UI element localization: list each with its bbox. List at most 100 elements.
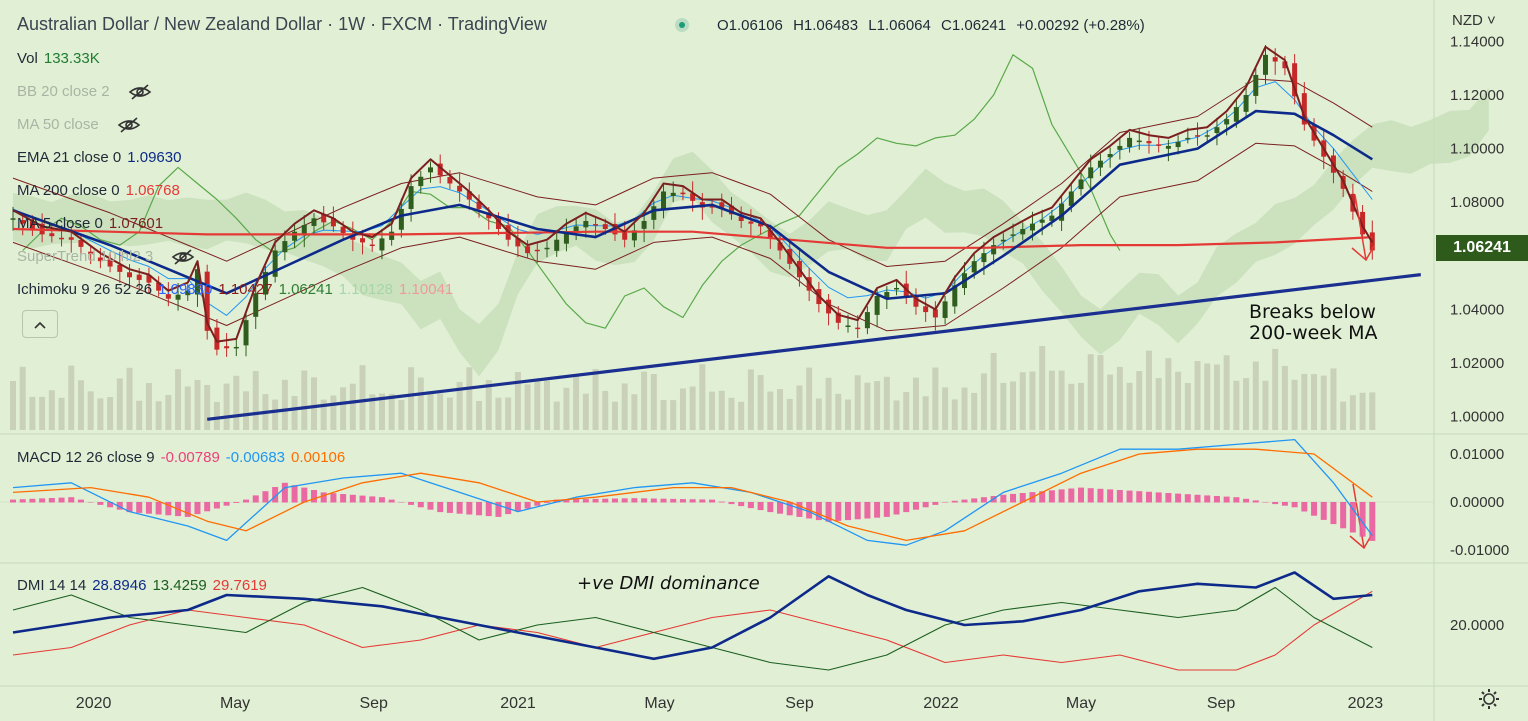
volume-bar xyxy=(786,398,793,430)
macd-histogram-bar xyxy=(320,492,327,503)
legend-macd[interactable]: MACD 12 26 close 9 -0.00789 -0.00683 0.0010… xyxy=(17,449,346,466)
candle-body xyxy=(1049,215,1055,221)
annotation-breaks-below: Breaks below 200-week MA xyxy=(1249,301,1378,344)
legend-bb[interactable]: BB 20 close 2 xyxy=(17,83,152,101)
macd-histogram-bar xyxy=(165,502,172,516)
macd-histogram-bar xyxy=(476,502,483,516)
candle-body xyxy=(389,231,395,240)
macd-histogram-bar xyxy=(68,497,75,503)
macd-histogram-bar xyxy=(524,502,531,509)
volume-bar xyxy=(1213,364,1220,430)
volume-bar xyxy=(10,380,16,430)
gear-icon[interactable] xyxy=(1478,688,1500,710)
volume-bar xyxy=(116,378,123,430)
volume-bar xyxy=(854,375,861,430)
candle-body xyxy=(1282,61,1288,69)
market-status-icon[interactable] xyxy=(675,18,689,32)
macd-histogram-bar xyxy=(301,487,308,503)
candle-body xyxy=(321,213,327,223)
legend-ichimoku[interactable]: Ichimoku 9 26 52 26 1.09830 1.10427 1.06241… xyxy=(17,281,454,298)
volume-bar xyxy=(233,375,240,430)
legend-ma50[interactable]: MA 50 close xyxy=(17,116,141,134)
macd-histogram-bar xyxy=(709,499,716,503)
macd-histogram-bar xyxy=(194,502,201,515)
volume-bar xyxy=(107,396,114,430)
volume-bar xyxy=(767,391,774,430)
volume-bar xyxy=(631,394,638,430)
candle-body xyxy=(156,282,162,291)
volume-bar xyxy=(932,367,939,430)
price-axis-tick: 1.00000 xyxy=(1450,409,1504,426)
macd-histogram-bar xyxy=(1223,496,1230,503)
candle-body xyxy=(1000,239,1006,242)
macd-histogram-bar xyxy=(1204,495,1211,503)
candle-body xyxy=(602,224,608,230)
candle-body xyxy=(117,264,123,272)
candle-body xyxy=(78,240,84,247)
macd-histogram-bar xyxy=(330,493,337,503)
volume-bar xyxy=(466,367,473,430)
candle-body xyxy=(622,232,628,240)
candle-body xyxy=(1165,145,1171,149)
candle-body xyxy=(107,259,113,267)
candle-body xyxy=(1253,74,1259,96)
candle-body xyxy=(913,296,919,307)
candle-body xyxy=(874,296,880,315)
candle-body xyxy=(466,191,472,200)
volume-bar xyxy=(874,381,881,430)
down-arrow-price-head xyxy=(1351,245,1375,262)
macd-histogram-bar xyxy=(1175,493,1182,503)
candle-body xyxy=(20,220,26,224)
legend-vol[interactable]: Vol 133.33K xyxy=(17,50,100,67)
volume-bar xyxy=(592,368,599,430)
volume-bar xyxy=(1116,366,1123,430)
last-price-tag: 1.06241 xyxy=(1436,235,1528,261)
volume-bar xyxy=(670,400,677,430)
candle-body xyxy=(544,247,550,250)
macd-histogram-bar xyxy=(204,502,211,512)
macd-histogram-bar xyxy=(1262,502,1269,503)
collapse-legend-button[interactable] xyxy=(22,310,58,338)
macd-histogram-bar xyxy=(262,491,269,503)
volume-bar xyxy=(252,371,259,430)
macd-histogram-bar xyxy=(786,502,793,516)
candle-body xyxy=(282,241,288,253)
currency-button[interactable]: NZD ˅ xyxy=(1452,12,1496,29)
chevron-up-icon xyxy=(34,322,46,329)
macd-histogram-bar xyxy=(495,502,502,517)
volume-bar xyxy=(563,387,570,430)
legend-ma5[interactable]: MA 5 close 0 1.07601 xyxy=(17,215,164,232)
volume-bar xyxy=(194,379,201,430)
volume-bar xyxy=(281,379,288,430)
eye-hidden-icon[interactable] xyxy=(171,248,195,266)
macd-signal-line xyxy=(12,448,1373,542)
legend-ma200[interactable]: MA 200 close 0 1.06768 xyxy=(17,182,180,199)
volume-bar xyxy=(1184,383,1191,430)
candle-body xyxy=(97,257,103,262)
macd-histogram-bar xyxy=(660,498,667,503)
eye-hidden-icon[interactable] xyxy=(128,83,152,101)
symbol-title[interactable]: Australian Dollar / New Zealand Dollar ·… xyxy=(17,14,547,34)
legend-ema21[interactable]: EMA 21 close 0 1.09630 xyxy=(17,149,182,166)
candle-body xyxy=(1136,140,1142,143)
volume-bar xyxy=(301,370,308,430)
macd-histogram-bar xyxy=(844,502,851,521)
macd-histogram-bar xyxy=(621,498,628,503)
candle-body xyxy=(1117,145,1123,150)
volume-bar xyxy=(1087,354,1094,430)
macd-histogram-bar xyxy=(514,502,521,512)
macd-histogram-bar xyxy=(573,499,580,503)
candle-body xyxy=(253,293,259,317)
volume-bar xyxy=(136,400,143,430)
volume-bar xyxy=(437,393,444,430)
ma5-line xyxy=(12,45,1374,343)
candle-body xyxy=(59,237,65,240)
legend-dmi[interactable]: DMI 14 14 28.8946 13.4259 29.7619 xyxy=(17,577,267,594)
time-axis-tick: 2021 xyxy=(500,695,536,712)
volume-bar xyxy=(1349,395,1356,430)
eye-hidden-icon[interactable] xyxy=(117,116,141,134)
candle-body xyxy=(563,231,569,244)
legend-supertrend[interactable]: SuperTrend 10 hl2 3 xyxy=(17,248,195,266)
